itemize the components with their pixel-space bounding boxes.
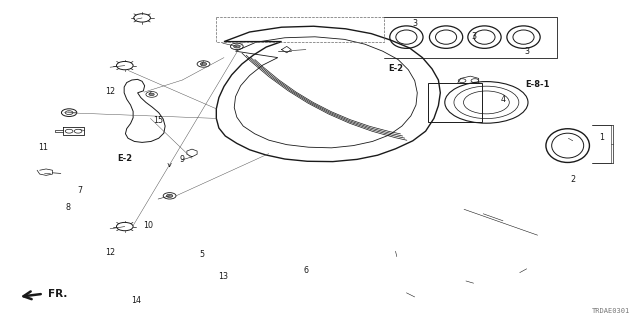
Text: 1: 1 (599, 133, 604, 142)
Text: 4: 4 (500, 95, 506, 104)
Text: FR.: FR. (48, 289, 67, 300)
Text: 15: 15 (153, 116, 163, 125)
Text: 10: 10 (143, 221, 154, 230)
Text: E-2: E-2 (388, 64, 403, 73)
Text: 7: 7 (77, 186, 83, 195)
Text: 14: 14 (131, 296, 141, 305)
Text: 3: 3 (524, 47, 529, 56)
Text: 3: 3 (471, 32, 476, 41)
Text: 5: 5 (199, 250, 204, 259)
Circle shape (234, 45, 240, 48)
Circle shape (166, 194, 173, 197)
Text: E-8-1: E-8-1 (525, 80, 550, 89)
Text: 2: 2 (570, 175, 575, 184)
Bar (428, 83, 482, 122)
Text: 9: 9 (179, 156, 184, 164)
Text: 12: 12 (105, 87, 115, 96)
Text: 8: 8 (65, 204, 70, 212)
Text: 12: 12 (105, 248, 115, 257)
Text: 13: 13 (218, 272, 228, 281)
Text: TRDAE0301: TRDAE0301 (592, 308, 630, 314)
Circle shape (200, 62, 207, 66)
Text: 11: 11 (38, 143, 49, 152)
Circle shape (149, 93, 154, 96)
Text: 3: 3 (412, 19, 417, 28)
Text: 6: 6 (303, 266, 308, 275)
Text: E-2: E-2 (117, 154, 132, 163)
